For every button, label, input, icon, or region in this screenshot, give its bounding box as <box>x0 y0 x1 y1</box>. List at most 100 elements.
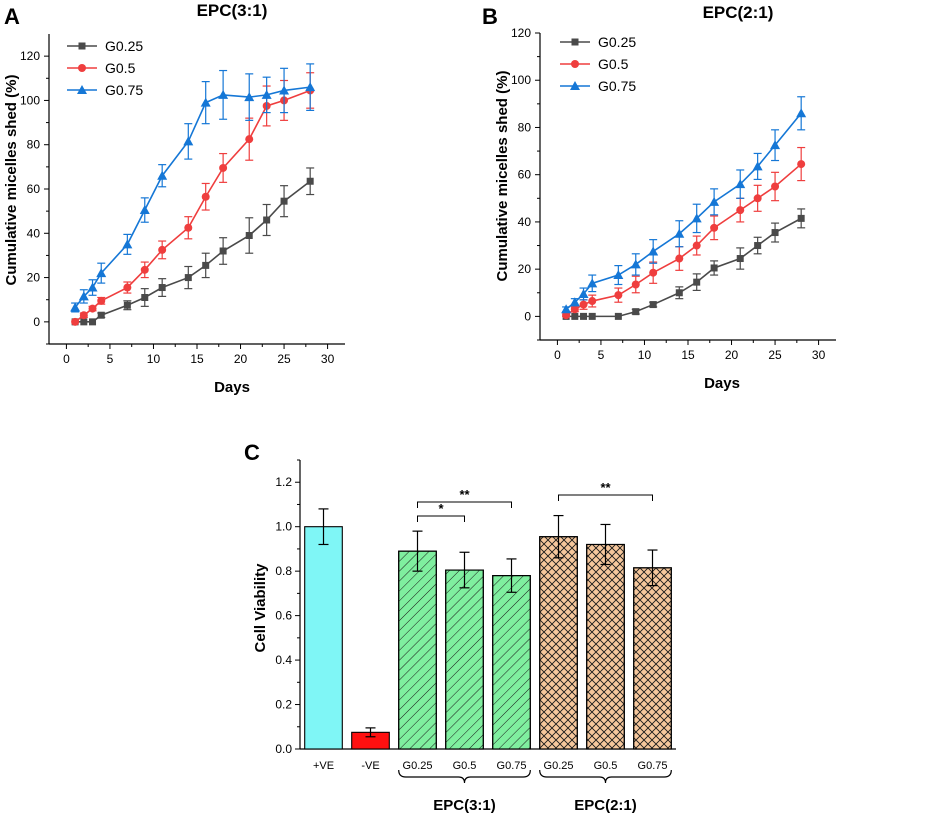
y-axis-label: Cell Viability <box>252 563 269 653</box>
data-point <box>201 192 210 201</box>
data-point <box>614 312 622 320</box>
bar-hatch <box>539 536 578 750</box>
data-point <box>710 223 719 232</box>
data-point <box>571 312 579 320</box>
data-point <box>754 242 762 250</box>
series-G0.75 <box>561 96 807 314</box>
x-tick-label: 0 <box>554 348 561 362</box>
y-tick-label: 60 <box>27 182 41 196</box>
data-point <box>752 161 763 171</box>
data-point <box>578 288 589 298</box>
group-brace <box>539 769 672 784</box>
data-point <box>569 297 580 307</box>
x-tick-label: -VE <box>361 760 379 772</box>
data-point <box>184 223 193 232</box>
data-point <box>219 247 227 255</box>
data-point <box>648 246 659 256</box>
y-tick-label: 100 <box>20 93 40 107</box>
y-axis-label: Cumulative micelles shed (%) <box>494 71 511 282</box>
x-tick-label: 10 <box>638 348 652 362</box>
data-point <box>184 274 192 282</box>
data-point <box>691 213 702 223</box>
panel-c: C Cell Viability 0.0 0.2 0.4 0.6 0.8 1.0 1.2 +V… <box>244 440 676 814</box>
y-tick-label: 0 <box>524 309 531 323</box>
bar <box>304 526 343 750</box>
x-tick-label: 15 <box>681 348 695 362</box>
data-point <box>570 305 579 314</box>
bar-6 <box>586 523 625 750</box>
bar-hatch <box>445 569 484 750</box>
bar-hatch <box>633 567 672 750</box>
data-point <box>305 82 316 92</box>
y-tick-label: 0 <box>33 315 40 329</box>
x-tick-label: G0.5 <box>453 760 477 772</box>
bar-hatch <box>398 550 437 750</box>
data-point <box>202 261 210 269</box>
data-point <box>674 228 685 238</box>
legend: G0.25 G0.5 G0.75 <box>67 38 143 98</box>
data-point <box>709 196 720 206</box>
panel-letter-b: B <box>482 4 498 29</box>
y-tick-label: 0.8 <box>275 564 292 578</box>
group-brace <box>398 769 531 784</box>
y-tick-label: 40 <box>27 226 41 240</box>
data-point <box>736 206 745 215</box>
data-point <box>123 301 131 309</box>
y-tick-label: 120 <box>511 26 531 40</box>
data-point <box>141 294 149 301</box>
data-point <box>97 311 105 319</box>
data-point <box>630 259 641 269</box>
data-point <box>88 304 97 313</box>
data-point <box>123 283 132 292</box>
series-G0.25 <box>562 208 806 320</box>
data-point <box>261 89 272 99</box>
data-point <box>797 160 806 169</box>
bar-hatch <box>492 575 531 750</box>
bar-1 <box>351 727 390 750</box>
x-tick-label: G0.5 <box>594 760 618 772</box>
significance-bracket <box>558 494 653 501</box>
y-tick-label: 80 <box>27 138 41 152</box>
data-point <box>693 278 701 286</box>
x-tick-label: 20 <box>234 352 248 366</box>
x-tick-label: 15 <box>190 352 204 366</box>
data-point <box>675 289 683 297</box>
legend-marker <box>571 60 579 68</box>
x-tick-label: G0.25 <box>403 760 433 772</box>
x-tick-label: 10 <box>147 352 161 366</box>
x-tick-label: G0.75 <box>497 760 527 772</box>
data-point <box>96 268 107 278</box>
series-line <box>566 217 802 318</box>
data-point <box>200 97 211 107</box>
significance-label: * <box>438 501 444 516</box>
y-tick-label: 0.6 <box>275 609 292 623</box>
data-point <box>588 312 596 320</box>
data-point <box>218 89 229 99</box>
legend-label: G0.75 <box>598 78 636 94</box>
data-point <box>587 278 598 288</box>
group-label: EPC(2:1) <box>574 797 637 814</box>
data-point <box>245 232 253 239</box>
data-point <box>87 282 98 292</box>
x-tick-label: +VE <box>313 760 334 772</box>
series-G0.5 <box>71 72 315 326</box>
group-label: EPC(3:1) <box>433 797 496 814</box>
data-point <box>579 300 588 309</box>
data-point <box>97 296 106 305</box>
x-tick-label: 30 <box>321 352 335 366</box>
x-axis-label: Days <box>214 379 250 396</box>
series-G0.5 <box>562 146 806 320</box>
x-tick-label: 25 <box>768 348 782 362</box>
data-point <box>158 284 166 292</box>
bar-hatch <box>586 543 625 750</box>
bar-7 <box>633 549 672 750</box>
chart-title: EPC(2:1) <box>703 3 774 22</box>
y-tick-label: 80 <box>518 120 532 134</box>
x-tick-label: 30 <box>812 348 826 362</box>
y-tick-label: 0.4 <box>275 653 292 667</box>
bar-4 <box>492 558 531 750</box>
data-point <box>771 229 779 237</box>
chart-title: EPC(3:1) <box>197 1 268 20</box>
x-tick-label: 25 <box>277 352 291 366</box>
y-tick-label: 20 <box>27 271 41 285</box>
